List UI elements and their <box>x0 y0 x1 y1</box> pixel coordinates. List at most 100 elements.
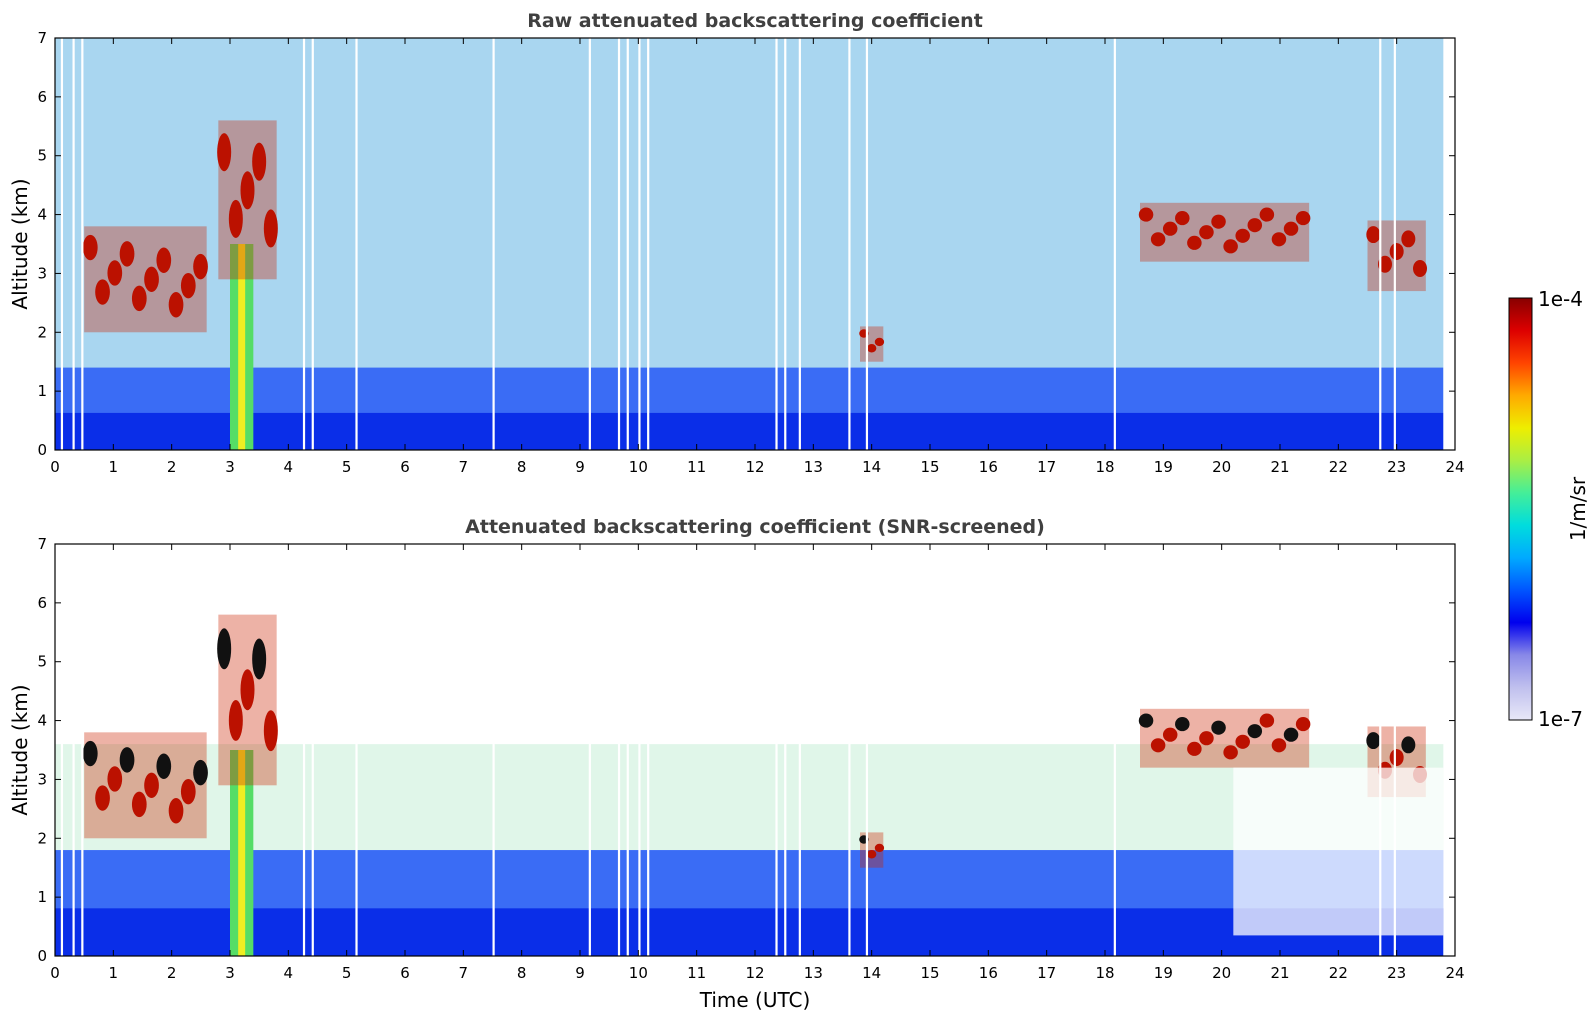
data-gap <box>492 544 495 956</box>
data-gap <box>1379 544 1382 956</box>
cloud-streak <box>874 843 885 853</box>
cloud-streak <box>95 785 110 811</box>
data-gap <box>1393 544 1396 956</box>
data-gap <box>775 38 778 450</box>
data-gap <box>588 544 591 956</box>
data-gap <box>60 38 64 450</box>
x-tick-label: 17 <box>1037 964 1056 982</box>
data-gap <box>72 38 75 450</box>
cloud-streak <box>1150 738 1166 753</box>
x-tick-label: 20 <box>1212 964 1231 982</box>
x-tick-label: 3 <box>225 458 235 476</box>
y-tick-label: 1 <box>37 888 47 906</box>
cloud-streak <box>156 753 172 779</box>
cloud-streak <box>867 850 877 859</box>
y-tick-label: 3 <box>37 264 47 282</box>
x-tick-label: 4 <box>284 964 294 982</box>
x-axis: 0 1 2 3 4 5 6 7 8 9 10 11 12 13 14 15 16 17 18 19 20 21 22 23 24 <box>50 544 1465 982</box>
data-gap <box>647 38 650 450</box>
cloud-streak <box>1401 230 1416 248</box>
x-tick-label: 1 <box>109 458 119 476</box>
aerosol-layer-core <box>55 908 1444 956</box>
cloud-streak <box>252 142 267 181</box>
no-data-region <box>1443 38 1455 450</box>
cloud-streak <box>168 292 184 318</box>
cloud-streak <box>1295 211 1311 226</box>
data-gap <box>784 38 787 450</box>
cloud-streak <box>1259 713 1275 728</box>
data-gap <box>1379 38 1382 450</box>
x-tick-label: 3 <box>225 964 235 982</box>
data-gap <box>865 38 869 450</box>
cloud-streak <box>1389 749 1404 767</box>
data-gap <box>72 544 75 956</box>
x-tick-label: 16 <box>979 964 998 982</box>
cloud-streak <box>228 199 243 238</box>
cloud-streak <box>1211 720 1226 735</box>
x-tick-label: 23 <box>1387 458 1406 476</box>
data-gap <box>302 544 306 956</box>
cloud-streak <box>107 260 123 286</box>
x-tick-label: 15 <box>920 458 939 476</box>
x-tick-label: 21 <box>1270 458 1289 476</box>
cloud-streak <box>1162 221 1178 236</box>
x-tick-label: 2 <box>167 458 177 476</box>
cloud-streak <box>1283 221 1299 236</box>
cloud-streak <box>1271 232 1287 247</box>
colorbar-gradient <box>1508 297 1533 721</box>
y-tick-label: 7 <box>37 535 47 553</box>
y-tick-label: 5 <box>37 147 47 165</box>
cloud-streak <box>1138 713 1154 728</box>
y-tick-label: 6 <box>37 88 47 106</box>
y-tick-label: 0 <box>37 947 47 965</box>
data-gap <box>617 38 621 450</box>
cloud-streak <box>1378 255 1392 273</box>
x-tick-label: 5 <box>342 964 352 982</box>
x-tick-label: 12 <box>745 458 764 476</box>
cloud-streak <box>1283 727 1299 742</box>
cloud-streak <box>1223 745 1238 760</box>
x-tick-label: 16 <box>979 458 998 476</box>
cloud-streak <box>131 285 147 312</box>
x-tick-label: 24 <box>1445 458 1464 476</box>
chart-title: Raw attenuated backscattering coefficien… <box>527 10 983 32</box>
cloud-streak <box>1271 738 1287 753</box>
cloud-streak <box>1199 225 1214 240</box>
x-tick-label: 13 <box>804 458 823 476</box>
cloud-streak <box>874 337 885 347</box>
heatmap-snr-screened <box>55 544 1455 956</box>
panel-snr-screened: Attenuated backscattering coefficient (S… <box>8 516 1465 1012</box>
data-gap <box>355 38 358 450</box>
data-gap <box>798 544 801 956</box>
chart-title: Attenuated backscattering coefficient (S… <box>465 516 1045 538</box>
data-gap <box>775 544 778 956</box>
x-tick-label: 17 <box>1037 458 1056 476</box>
cloud-streak <box>217 628 232 670</box>
y-tick-label: 0 <box>37 441 47 459</box>
y-axis-label: Altitude (km) <box>8 178 32 309</box>
y-axis: 0 1 2 3 4 5 6 7 <box>37 29 1455 459</box>
cloud-streak <box>168 798 184 824</box>
x-tick-label: 18 <box>1095 964 1114 982</box>
x-tick-label: 21 <box>1270 964 1289 982</box>
x-axis-label: Time (UTC) <box>699 988 811 1012</box>
cloud-streak <box>119 747 135 773</box>
x-tick-label: 7 <box>459 458 469 476</box>
x-axis: 0 1 2 3 4 5 6 7 8 9 10 11 12 13 14 15 16 17 18 19 20 21 22 23 24 <box>50 38 1465 476</box>
cloud-streak <box>1389 243 1404 261</box>
x-tick-label: 2 <box>167 964 177 982</box>
data-gap <box>588 38 591 450</box>
x-tick-label: 19 <box>1154 964 1173 982</box>
y-tick-label: 7 <box>37 29 47 47</box>
data-gap <box>638 38 641 450</box>
x-tick-label: 11 <box>687 458 706 476</box>
cloud-streak <box>252 638 267 680</box>
virga-core <box>238 750 246 956</box>
cloud-streak <box>1187 741 1202 756</box>
x-tick-label: 22 <box>1329 964 1348 982</box>
y-tick-label: 4 <box>37 206 47 224</box>
aerosol-layer-core <box>55 412 1444 450</box>
cloud-streak <box>240 171 255 210</box>
x-tick-label: 6 <box>400 964 410 982</box>
